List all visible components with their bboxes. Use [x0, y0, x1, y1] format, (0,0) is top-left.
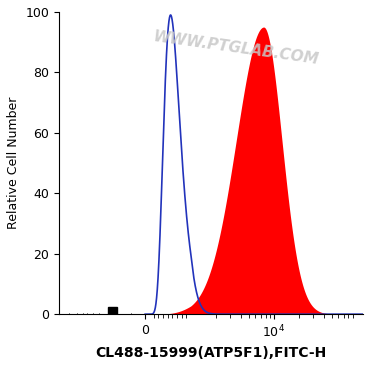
Y-axis label: Relative Cell Number: Relative Cell Number	[7, 97, 20, 229]
X-axis label: CL488-15999(ATP5F1),FITC-H: CL488-15999(ATP5F1),FITC-H	[95, 346, 327, 360]
Text: WWW.PTGLAB.COM: WWW.PTGLAB.COM	[152, 29, 319, 67]
Bar	[108, 306, 117, 314]
